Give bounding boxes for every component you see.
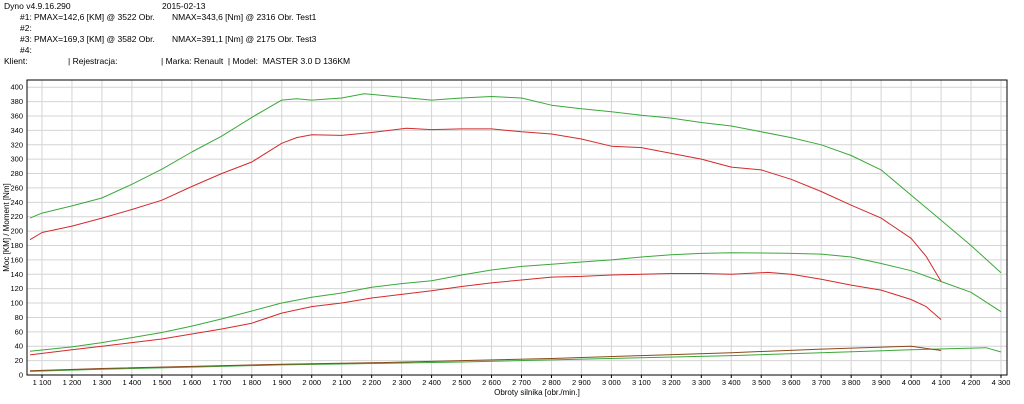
- x-tick-label: 3 800: [842, 378, 861, 387]
- x-tick-label: 3 200: [662, 378, 681, 387]
- y-tick-label: 360: [10, 111, 23, 120]
- chart-series: [29, 93, 1002, 372]
- y-axis-label: Moc [KM] / Moment [Nm]: [2, 183, 11, 271]
- run1-name: Test1: [296, 12, 317, 22]
- x-tick-label: 4 200: [962, 378, 981, 387]
- x-tick-label: 3 500: [752, 378, 771, 387]
- series-test3-power: [29, 252, 1002, 352]
- y-tick-label: 100: [10, 299, 23, 308]
- x-tick-label: 4 300: [992, 378, 1011, 387]
- x-tick-label: 1 500: [152, 378, 171, 387]
- make-model: | Marka: Renault | Model: MASTER 3.0 D 1…: [161, 56, 351, 66]
- x-tick-label: 4 100: [932, 378, 951, 387]
- x-tick-label: 1 200: [63, 378, 82, 387]
- x-tick-label: 1 800: [242, 378, 261, 387]
- y-tick-label: 240: [10, 198, 23, 207]
- x-tick-label: 1 900: [272, 378, 291, 387]
- x-tick-label: 2 200: [362, 378, 381, 387]
- run3-name: Test3: [296, 34, 317, 44]
- x-tick-label: 3 600: [782, 378, 801, 387]
- run2-id: #2:: [20, 23, 32, 33]
- run1-id: #1:: [20, 12, 32, 22]
- y-tick-label: 380: [10, 97, 23, 106]
- x-tick-label: 2 100: [332, 378, 351, 387]
- x-tick-label: 2 700: [512, 378, 531, 387]
- y-tick-label: 400: [10, 83, 23, 92]
- y-tick-label: 120: [10, 284, 23, 293]
- x-tick-label: 1 600: [182, 378, 201, 387]
- y-tick-label: 180: [10, 241, 23, 250]
- x-tick-label: 2 800: [542, 378, 561, 387]
- y-tick-label: 200: [10, 227, 23, 236]
- x-tick-label: 1 100: [33, 378, 52, 387]
- series-test1-loss: [29, 345, 942, 372]
- app-version: Dyno v4.9.16.290: [4, 1, 71, 11]
- x-tick-label: 3 100: [632, 378, 651, 387]
- y-tick-label: 40: [15, 342, 23, 351]
- run3-id: #3:: [20, 34, 32, 44]
- x-tick-label: 2 000: [302, 378, 321, 387]
- x-tick-label: 2 500: [452, 378, 471, 387]
- y-tick-label: 300: [10, 155, 23, 164]
- x-tick-label: 2 400: [422, 378, 441, 387]
- registration-label: | Rejestracja:: [68, 56, 118, 66]
- report-date: 2015-02-13: [162, 1, 206, 11]
- client-label: Klient:: [4, 56, 28, 66]
- x-tick-label: 3 900: [872, 378, 891, 387]
- x-tick-label: 1 400: [123, 378, 142, 387]
- x-axis-ticks: 1 100 1 200 1 300 1 400 1 500 1 600 1 700 1 800…: [33, 375, 1011, 387]
- y-tick-label: 320: [10, 140, 23, 149]
- y-tick-label: 280: [10, 169, 23, 178]
- x-tick-label: 3 000: [602, 378, 621, 387]
- x-tick-label: 3 700: [812, 378, 831, 387]
- x-tick-label: 3 400: [722, 378, 741, 387]
- y-tick-label: 0: [19, 371, 23, 380]
- x-tick-label: 3 300: [692, 378, 711, 387]
- x-axis-label: Obroty silnika [obr./min.]: [494, 388, 580, 397]
- x-tick-label: 2 900: [572, 378, 591, 387]
- run4-id: #4:: [20, 45, 32, 55]
- y-tick-label: 140: [10, 270, 23, 279]
- x-tick-label: 4 000: [902, 378, 921, 387]
- y-tick-label: 340: [10, 126, 23, 135]
- y-tick-label: 160: [10, 255, 23, 264]
- y-tick-label: 80: [15, 313, 23, 322]
- x-tick-label: 1 300: [93, 378, 112, 387]
- run1-nmax: NMAX=343,6 [Nm] @ 2316 Obr.: [172, 12, 294, 22]
- y-tick-label: 220: [10, 212, 23, 221]
- run3-nmax: NMAX=391,1 [Nm] @ 2175 Obr.: [172, 34, 294, 44]
- x-tick-label: 1 700: [212, 378, 231, 387]
- series-test3-loss: [29, 347, 1002, 372]
- plot-frame: [26, 79, 1008, 376]
- run1-pmax: PMAX=142,6 [KM] @ 3522 Obr.: [34, 12, 155, 22]
- series-test1-power: [29, 271, 942, 356]
- x-tick-label: 2 600: [482, 378, 501, 387]
- y-tick-label: 60: [15, 327, 23, 336]
- x-tick-label: 2 300: [392, 378, 411, 387]
- chart-grid: [27, 80, 1007, 376]
- run3-pmax: PMAX=169,3 [KM] @ 3582 Obr.: [34, 34, 155, 44]
- y-tick-label: 260: [10, 183, 23, 192]
- y-tick-label: 20: [15, 356, 23, 365]
- y-axis-ticks: 0 20 40 60 80 100 120 140 160 180 200 220 240 260 280 3…: [10, 83, 23, 380]
- series-test1-torque: [29, 127, 942, 282]
- series-test3-torque: [29, 93, 1002, 274]
